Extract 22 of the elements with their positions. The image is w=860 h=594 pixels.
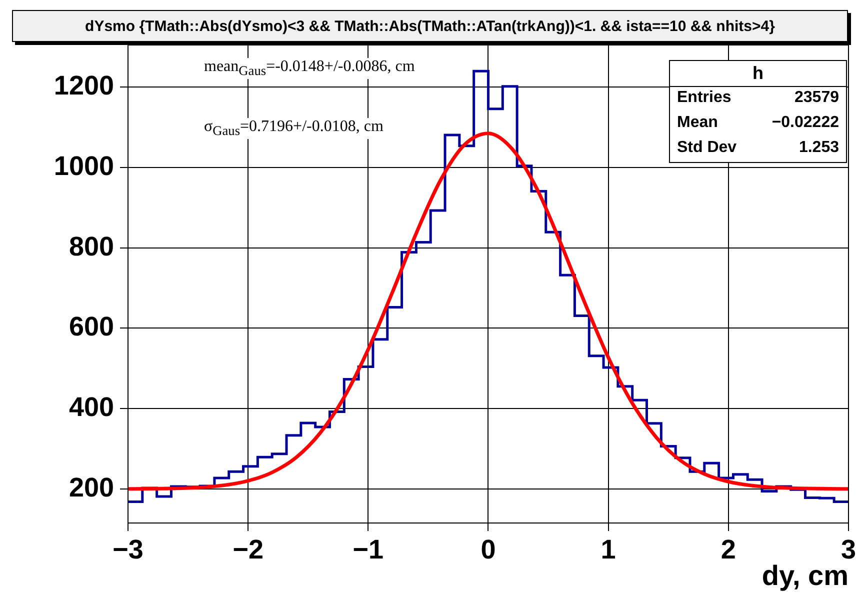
x-tick-label: 0 [480, 534, 496, 565]
x-tick-label: −1 [352, 534, 384, 565]
annotation: Mean [677, 114, 718, 133]
chart-title: dYsmo {TMath::Abs(dYsmo)<3 && TMath::Abs(TMath::ATan(trkAng))<1. && ista==10 && nhits>4} [12, 10, 848, 42]
annotation: 23579 [794, 89, 839, 108]
y-tick-label: 200 [68, 472, 114, 502]
y-tick-label: 1000 [54, 150, 114, 181]
y-tick-label: 600 [68, 312, 114, 342]
annotation: 1.253 [798, 139, 839, 158]
annotation: mean$_{Gaus}$=-0.0148+/-0.0086, cm [202, 58, 417, 80]
annotation: −0.02222 [772, 114, 839, 133]
x-tick-label: 1 [600, 534, 616, 565]
annotation: σ$_{Gaus}$=0.7196+/-0.0108, cm [202, 118, 386, 140]
x-tick-label: −3 [112, 534, 144, 565]
annotation: Std Dev [677, 139, 737, 158]
x-tick-label: 2 [720, 534, 736, 565]
annotation: Entries [677, 89, 732, 108]
y-tick-label: 1200 [54, 70, 114, 101]
y-tick-label: 400 [68, 392, 114, 422]
y-tick-label: 800 [68, 231, 114, 262]
x-tick-label: −2 [232, 534, 264, 565]
annotation: h [670, 61, 846, 87]
